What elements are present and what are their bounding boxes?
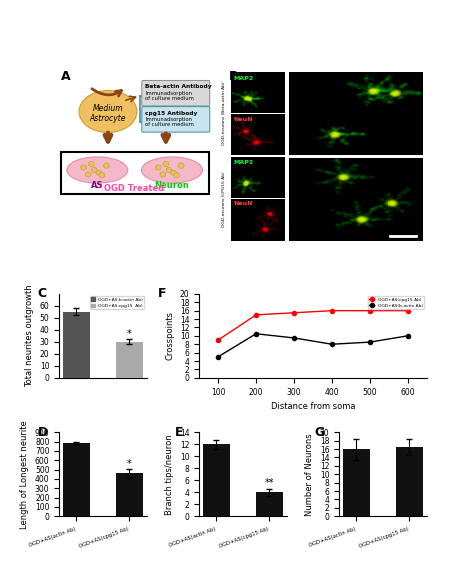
OGD+AS(cpg15 Ab) bbox=[367, 307, 373, 314]
FancyBboxPatch shape bbox=[142, 81, 210, 106]
Ellipse shape bbox=[155, 165, 161, 170]
FancyBboxPatch shape bbox=[61, 152, 209, 194]
Text: NeuN: NeuN bbox=[233, 201, 252, 206]
OGD+AS(b-actin Ab) bbox=[215, 353, 221, 360]
Text: E: E bbox=[175, 426, 183, 438]
Ellipse shape bbox=[163, 161, 169, 166]
Text: MAP2: MAP2 bbox=[233, 76, 253, 81]
Y-axis label: Branch tips/neuron: Branch tips/neuron bbox=[165, 434, 174, 514]
Bar bbox=[116, 342, 143, 378]
Text: F: F bbox=[158, 287, 167, 300]
Line: OGD+AS(cpg15 Ab): OGD+AS(cpg15 Ab) bbox=[216, 309, 410, 342]
Text: cpg15 Antibody: cpg15 Antibody bbox=[146, 111, 198, 115]
Text: Immunadsorption: Immunadsorption bbox=[146, 117, 192, 122]
Ellipse shape bbox=[81, 165, 87, 170]
Y-axis label: Number of Neurons: Number of Neurons bbox=[305, 433, 314, 516]
Ellipse shape bbox=[173, 173, 180, 178]
Text: Beta-actin Antibody: Beta-actin Antibody bbox=[146, 85, 212, 89]
OGD+AS(cpg15 Ab) bbox=[405, 307, 410, 314]
Y-axis label: Crosspoints: Crosspoints bbox=[165, 311, 174, 360]
OGD+AS(cpg15 Ab) bbox=[329, 307, 335, 314]
Y-axis label: Total neurites outgrowth: Total neurites outgrowth bbox=[25, 285, 34, 387]
Y-axis label: Length of Longest neurite: Length of Longest neurite bbox=[20, 420, 29, 528]
Bar bbox=[343, 449, 370, 516]
Text: D: D bbox=[37, 426, 47, 438]
Ellipse shape bbox=[142, 157, 202, 183]
FancyBboxPatch shape bbox=[142, 107, 210, 132]
Text: B: B bbox=[229, 71, 238, 84]
Text: OGD-neurons (CPG15 Ab): OGD-neurons (CPG15 Ab) bbox=[222, 171, 226, 227]
OGD+AS(b-actin Ab) bbox=[367, 339, 373, 346]
Text: MAP2: MAP2 bbox=[233, 160, 253, 165]
Text: OGD-neurons (Beta-actin Ab): OGD-neurons (Beta-actin Ab) bbox=[222, 82, 226, 145]
Bar bbox=[396, 447, 423, 516]
Ellipse shape bbox=[96, 170, 102, 175]
OGD+AS(cpg15 Ab) bbox=[215, 336, 221, 343]
Text: Immunadsorption: Immunadsorption bbox=[146, 90, 192, 96]
Text: G: G bbox=[315, 426, 325, 438]
Ellipse shape bbox=[88, 161, 94, 166]
Ellipse shape bbox=[166, 168, 172, 173]
Text: *: * bbox=[127, 329, 132, 339]
Ellipse shape bbox=[160, 172, 166, 177]
Text: AS: AS bbox=[91, 182, 104, 190]
Ellipse shape bbox=[171, 170, 176, 175]
Text: *: * bbox=[127, 459, 132, 469]
Text: NeuN: NeuN bbox=[233, 117, 252, 122]
OGD+AS(b-actin Ab) bbox=[405, 332, 410, 339]
Text: C: C bbox=[37, 287, 46, 300]
Text: OGD Treated: OGD Treated bbox=[104, 184, 164, 193]
Text: A: A bbox=[61, 71, 71, 84]
OGD+AS(cpg15 Ab) bbox=[291, 309, 297, 316]
OGD+AS(b-actin Ab) bbox=[329, 340, 335, 347]
Bar bbox=[256, 492, 283, 516]
Legend: OGD+AS(cpg15 Ab), OGD+AS(b-actin Ab): OGD+AS(cpg15 Ab), OGD+AS(b-actin Ab) bbox=[368, 296, 424, 309]
Text: **: ** bbox=[264, 478, 274, 488]
Bar bbox=[203, 444, 230, 516]
OGD+AS(cpg15 Ab) bbox=[253, 311, 259, 318]
Ellipse shape bbox=[79, 90, 137, 132]
Ellipse shape bbox=[178, 163, 184, 168]
Text: of culture medium: of culture medium bbox=[146, 96, 194, 101]
X-axis label: Distance from soma: Distance from soma bbox=[271, 402, 355, 411]
Text: Astrocyte: Astrocyte bbox=[90, 114, 126, 123]
Bar bbox=[116, 473, 143, 516]
Bar bbox=[63, 444, 90, 516]
Legend: OGD+AS:b-actin Ab), OGD+AS:cpg15  Ab): OGD+AS:b-actin Ab), OGD+AS:cpg15 Ab) bbox=[90, 296, 145, 309]
Text: Medium: Medium bbox=[93, 103, 123, 113]
Bar bbox=[63, 312, 90, 378]
OGD+AS(b-actin Ab) bbox=[291, 335, 297, 342]
Ellipse shape bbox=[67, 157, 128, 183]
Text: Neuron: Neuron bbox=[155, 182, 189, 190]
OGD+AS(b-actin Ab) bbox=[253, 330, 259, 337]
Ellipse shape bbox=[104, 163, 109, 168]
Text: of culture medium: of culture medium bbox=[146, 122, 194, 127]
Line: OGD+AS(b-actin Ab): OGD+AS(b-actin Ab) bbox=[216, 332, 410, 359]
Ellipse shape bbox=[85, 172, 91, 177]
Ellipse shape bbox=[99, 173, 105, 178]
Ellipse shape bbox=[91, 168, 97, 173]
